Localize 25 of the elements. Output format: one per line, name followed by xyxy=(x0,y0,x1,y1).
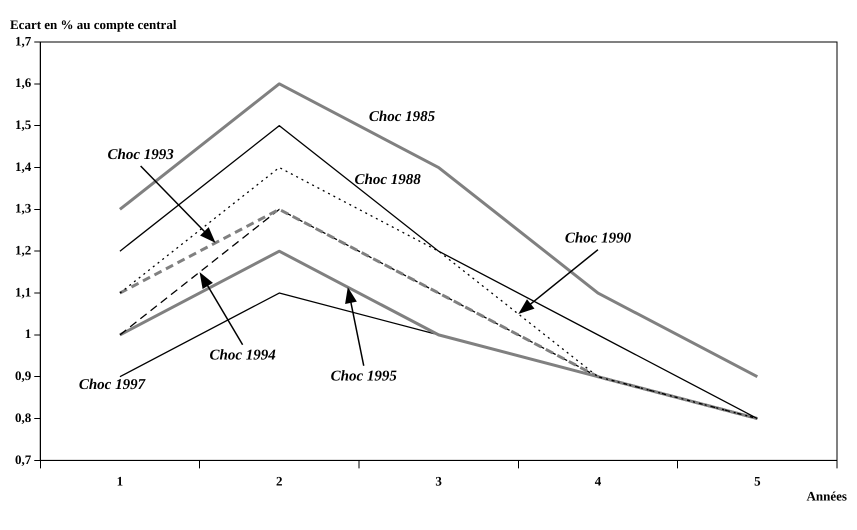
annotation: Choc 1994 xyxy=(209,348,276,364)
x-tick-label: 3 xyxy=(435,474,442,489)
series-label: Choc 1985 xyxy=(368,109,436,126)
y-tick-label: 1,3 xyxy=(15,200,32,216)
y-axis-title: Ecart en % au compte central xyxy=(10,16,177,32)
text: Choc 1993 xyxy=(108,146,174,163)
y-tick-label: 1,4 xyxy=(15,158,32,174)
y-tick-label: 1 xyxy=(24,326,32,342)
annotation: Choc 1990 xyxy=(564,230,632,247)
series-label: Choc 1997 xyxy=(78,376,146,393)
y-tick-label: 1,5 xyxy=(15,117,32,132)
series-label: Choc 1988 xyxy=(354,172,422,188)
y-tick-label: 0,7 xyxy=(15,452,32,467)
x-tick-label: 5 xyxy=(754,474,762,489)
x-tick-label: 4 xyxy=(594,474,602,489)
y-tick-label: 1,7 xyxy=(15,33,32,48)
y-tick-label: 1,1 xyxy=(15,284,32,300)
y-tick-label: 1,2 xyxy=(15,242,32,258)
x-axis-title: Années xyxy=(806,488,847,504)
y-tick-label: 1,6 xyxy=(15,75,32,90)
x-tick-label: 2 xyxy=(276,474,283,489)
x-tick-label: 1 xyxy=(116,474,124,489)
annotation: Choc 1995 xyxy=(330,368,398,385)
y-tick-label: 0,8 xyxy=(15,410,32,425)
y-tick-label: 0,9 xyxy=(15,368,32,384)
